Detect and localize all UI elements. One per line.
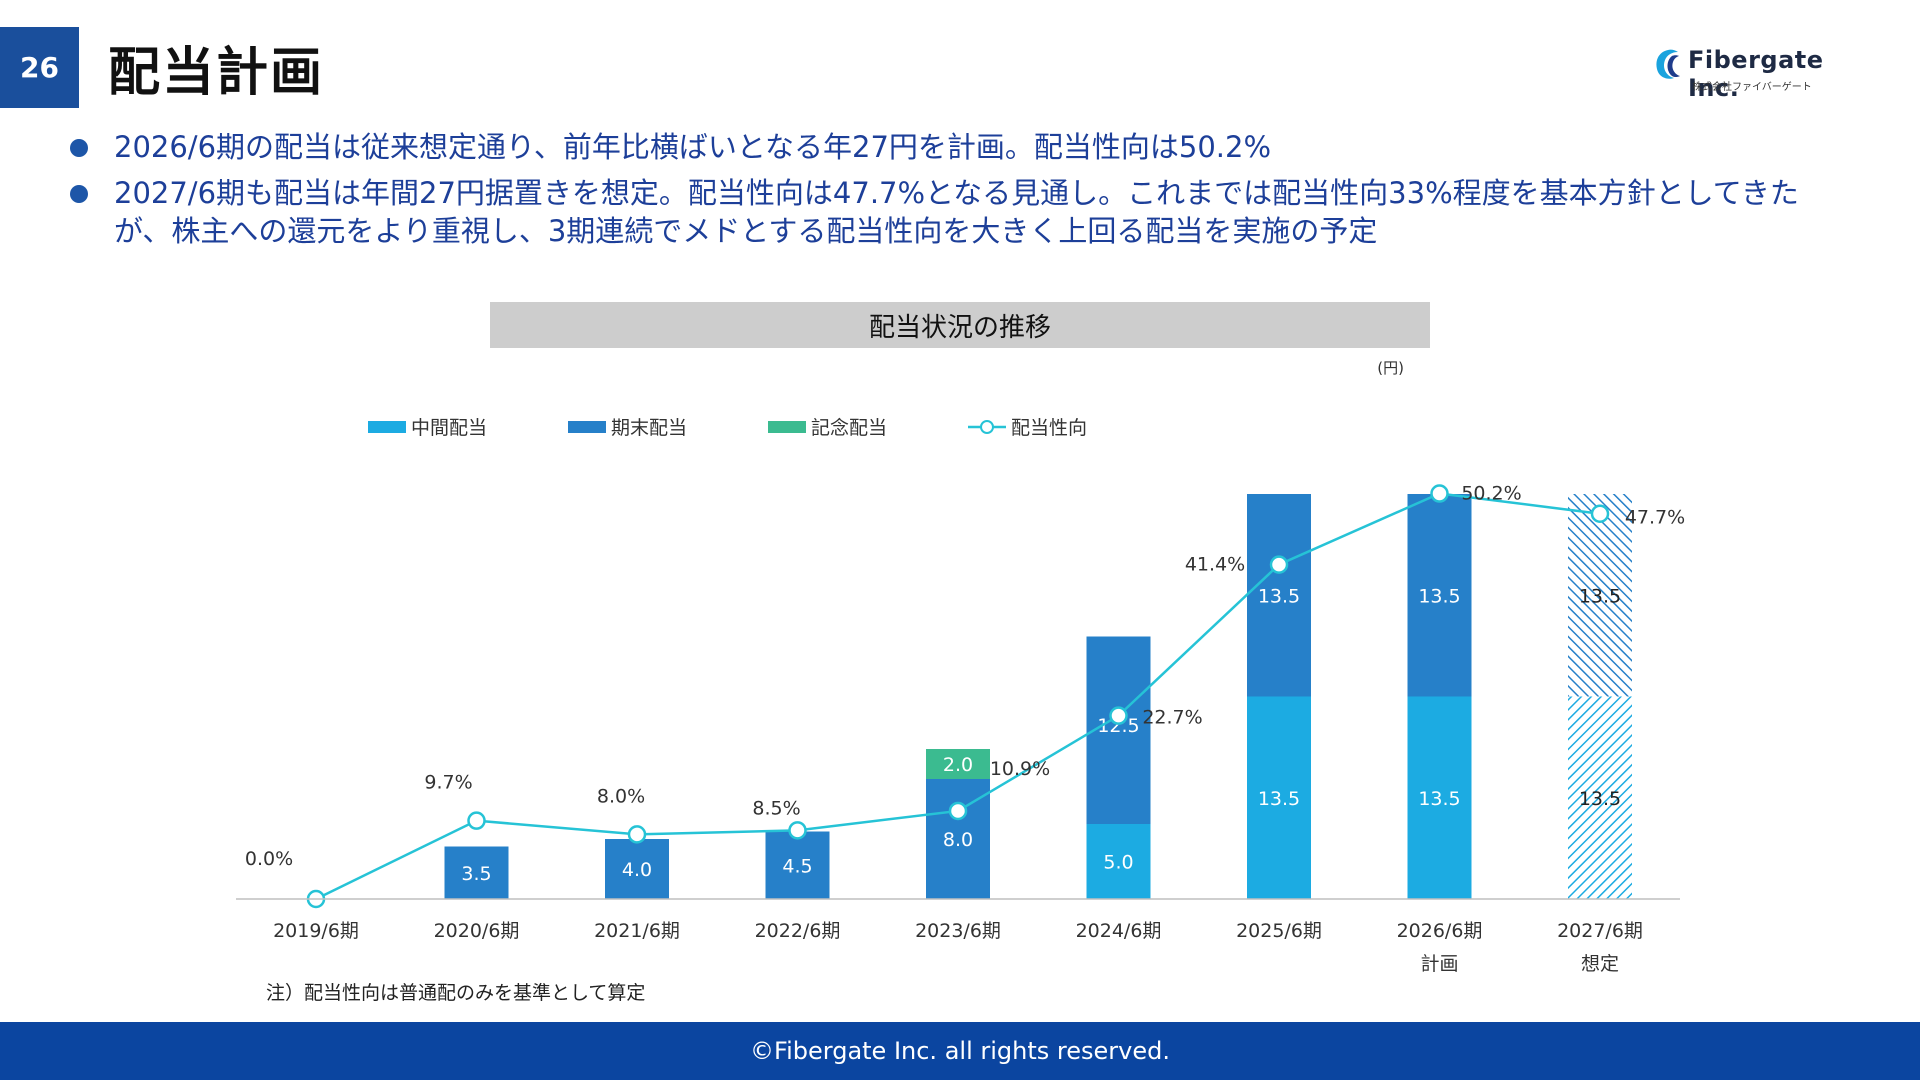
payout-ratio-label: 0.0% bbox=[245, 848, 293, 870]
payout-ratio-label: 8.5% bbox=[752, 797, 800, 819]
bullet-text: 2026/6期の配当は従来想定通り、前年比横ばいとなる年27円を計画。配当性向は… bbox=[114, 130, 1272, 164]
payout-ratio-point bbox=[1109, 706, 1128, 725]
legend-label: 記念配当 bbox=[811, 416, 887, 439]
bar-segment bbox=[444, 846, 509, 899]
bullet-list: 2026/6期の配当は従来想定通り、前年比横ばいとなる年27円を計画。配当性向は… bbox=[68, 128, 1828, 258]
bar-segment bbox=[765, 831, 830, 899]
bar-value-label: 13.5 bbox=[1258, 788, 1300, 810]
legend-swatch bbox=[368, 421, 406, 433]
x-tick-sublabel: 想定 bbox=[1581, 953, 1619, 975]
x-tick-label: 2020/6期 bbox=[434, 920, 520, 942]
x-axis: 2019/6期 2020/6期 2021/6期 2022/6期 2023/6期 2024/… bbox=[236, 898, 1680, 975]
legend-label: 配当性向 bbox=[1011, 417, 1087, 439]
payout-ratio-point bbox=[1590, 504, 1610, 523]
bar-segment bbox=[1407, 696, 1472, 899]
dividend-chart: (円) 注）配当性向は普通配のみを基準として算定 中間配当 期末配当 記念配当 配当性… bbox=[236, 359, 1685, 1004]
payout-ratio-label: 41.4% bbox=[1185, 554, 1245, 576]
bar-segment bbox=[1086, 824, 1151, 899]
legend-label: 期末配当 bbox=[611, 417, 687, 439]
bar-segment bbox=[1568, 494, 1632, 697]
page-number: 26 bbox=[0, 27, 79, 108]
bar-value-label: 13.5 bbox=[1579, 788, 1621, 810]
x-tick-label: 2022/6期 bbox=[755, 920, 841, 942]
bar-value-label: 13.5 bbox=[1418, 788, 1460, 810]
x-tick-sublabel: 計画 bbox=[1420, 953, 1458, 975]
bar-segment bbox=[1568, 696, 1632, 899]
bar-value-label: 4.5 bbox=[782, 855, 812, 877]
payout-ratio-point bbox=[788, 821, 807, 840]
logo-subtitle: 株式会社ファイバーゲート bbox=[1692, 82, 1812, 93]
payout-ratio-point bbox=[1430, 484, 1449, 503]
payout-ratio-label: 47.7% bbox=[1625, 507, 1685, 529]
page-title: 配当計画 bbox=[108, 43, 325, 103]
bar-segment bbox=[1086, 636, 1151, 824]
chart-legend: 中間配当 期末配当 記念配当 配当性向 bbox=[368, 416, 1087, 439]
company-logo: Fibergate Inc. 株式会社ファイバーゲート bbox=[1652, 46, 1867, 102]
payout-ratio-line-layer: 0.0% 9.7% 8.0% 8.5% 10.9% 22.7% 41.4% 50.2% 47.7… bbox=[245, 483, 1685, 909]
bullet-dot-icon bbox=[70, 185, 88, 203]
bar-segment bbox=[605, 839, 669, 899]
bar-segment bbox=[1247, 494, 1311, 697]
bar-value-label: 3.5 bbox=[461, 863, 491, 885]
footer-copyright: ©Fibergate Inc. all rights reserved. bbox=[0, 1022, 1920, 1080]
bar-segment bbox=[1247, 696, 1311, 899]
legend-swatch bbox=[568, 421, 606, 433]
payout-ratio-point bbox=[1269, 555, 1289, 574]
payout-ratio-label: 50.2% bbox=[1461, 483, 1521, 505]
payout-ratio-point bbox=[627, 825, 647, 844]
bar-value-label: 2.0 bbox=[943, 754, 973, 776]
bar-value-label: 4.0 bbox=[622, 859, 652, 881]
x-tick-label: 2021/6期 bbox=[594, 920, 680, 942]
bar-value-label: 13.5 bbox=[1258, 585, 1300, 607]
legend-swatch bbox=[768, 421, 806, 433]
bullet-item: 2026/6期の配当は従来想定通り、前年比横ばいとなる年27円を計画。配当性向は… bbox=[68, 128, 1828, 166]
bar-value-label: 13.5 bbox=[1579, 585, 1621, 607]
bullet-item: 2027/6期も配当は年間27円据置きを想定。配当性向は47.7%となる見通し。… bbox=[68, 174, 1828, 250]
payout-ratio-point bbox=[948, 801, 968, 821]
bar-layer: 3.5 4.0 4.58.02.05.012.513.513.513.513.513… bbox=[444, 494, 1632, 899]
legend-label: 中間配当 bbox=[411, 417, 487, 439]
legend-line-marker bbox=[980, 420, 994, 434]
x-tick-label: 2026/6期 bbox=[1397, 920, 1483, 942]
logo-wordmark: Fibergate Inc. bbox=[1688, 46, 1824, 102]
fibergate-logo-icon bbox=[1656, 49, 1680, 79]
payout-ratio-point bbox=[467, 811, 486, 830]
unit-label: (円) bbox=[1377, 359, 1404, 377]
x-tick-label: 2025/6期 bbox=[1236, 920, 1322, 942]
x-tick-label: 2024/6期 bbox=[1076, 920, 1162, 942]
bar-value-label: 13.5 bbox=[1418, 585, 1460, 607]
bar-value-label: 5.0 bbox=[1103, 852, 1133, 874]
bar-segment bbox=[926, 749, 990, 779]
bullet-dot-icon bbox=[70, 139, 88, 157]
x-tick-label: 2027/6期 bbox=[1557, 920, 1643, 942]
x-tick-label: 2023/6期 bbox=[915, 920, 1001, 942]
chart-note: 注）配当性向は普通配のみを基準として算定 bbox=[266, 982, 645, 1004]
chart-title: 配当状況の推移 bbox=[490, 302, 1430, 348]
bullet-text: 2027/6期も配当は年間27円据置きを想定。配当性向は47.7%となる見通し。… bbox=[114, 176, 1799, 248]
payout-ratio-label: 10.9% bbox=[990, 758, 1050, 780]
payout-ratio-label: 8.0% bbox=[597, 785, 645, 807]
payout-ratio-label: 22.7% bbox=[1142, 707, 1202, 729]
x-tick-label: 2019/6期 bbox=[273, 920, 359, 942]
payout-ratio-label: 9.7% bbox=[424, 772, 472, 794]
bar-segment bbox=[1407, 494, 1472, 697]
bar-value-label: 8.0 bbox=[943, 829, 973, 851]
